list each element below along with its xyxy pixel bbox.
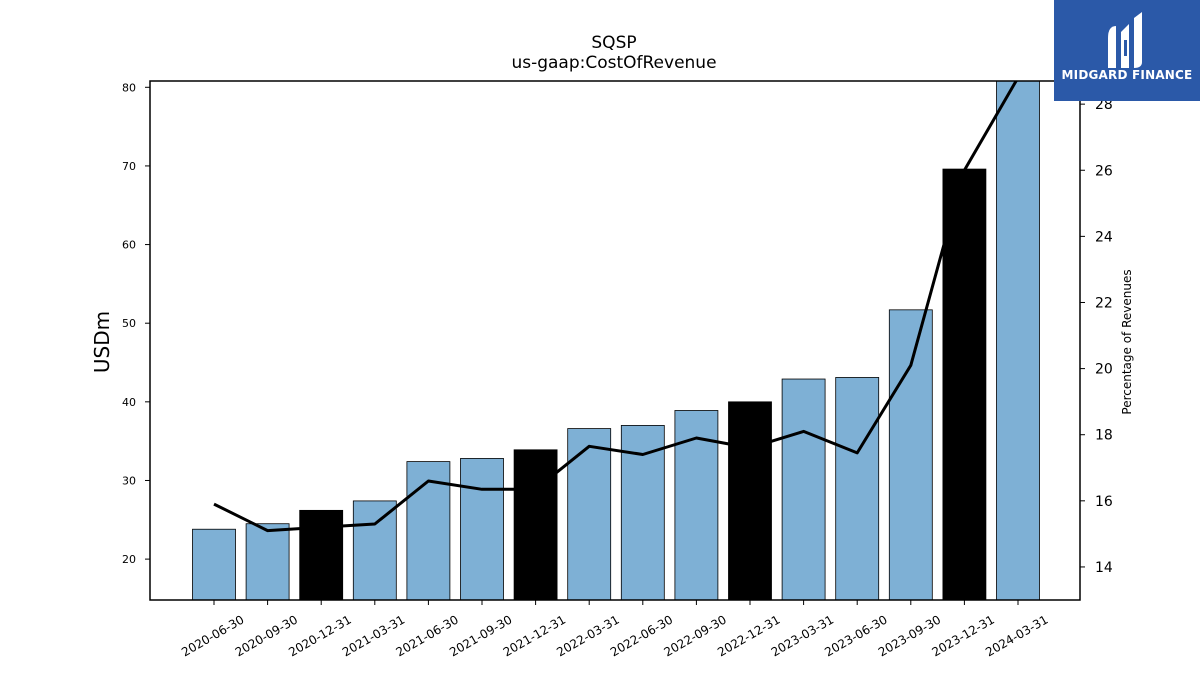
y2-tick-label: 18 <box>1095 428 1113 444</box>
y-tick-label: 50 <box>122 317 136 330</box>
chart-subtitle: us-gaap:CostOfRevenue <box>511 53 716 73</box>
bar-2022-12-31 <box>728 401 772 600</box>
bar-2022-03-31 <box>567 428 612 600</box>
bar-2020-12-31 <box>299 509 344 600</box>
bar-2023-09-30 <box>888 309 933 600</box>
y-tick-label: 60 <box>122 239 136 252</box>
y2-tick-label: 16 <box>1095 494 1113 510</box>
bars-layer <box>192 81 1040 600</box>
y-tick-label: 80 <box>122 81 136 94</box>
bar-2020-09-30 <box>245 523 290 600</box>
y-tick-label: 30 <box>122 474 136 487</box>
y-tick-label: 40 <box>122 396 136 409</box>
y-axis-label: USDm <box>90 311 114 373</box>
bar-2020-06-30 <box>192 528 236 600</box>
y2-tick-label: 28 <box>1095 97 1113 113</box>
plot-frame <box>149 80 1081 601</box>
y2-tick-label: 26 <box>1095 163 1113 179</box>
chart-title: SQSP <box>591 33 636 53</box>
midgard-logo: MIDGARD FINANCE <box>1054 0 1200 101</box>
midgard-logo-icon <box>1108 12 1142 68</box>
bar-2023-03-31 <box>781 378 826 600</box>
y-tick-label: 20 <box>122 553 136 566</box>
bar-2023-12-31 <box>942 168 987 600</box>
bar-2021-09-30 <box>460 458 504 600</box>
y-tick-label: 70 <box>122 160 136 173</box>
percentage-line <box>213 81 1018 533</box>
line-layer <box>213 81 1018 533</box>
bar-2021-03-31 <box>352 500 397 600</box>
bar-2021-12-31 <box>513 449 558 600</box>
y2-tick-label: 20 <box>1095 362 1113 378</box>
bar-2024-03-31 <box>996 81 1040 600</box>
logo-text: MIDGARD FINANCE <box>1061 68 1193 82</box>
y2-tick-label: 24 <box>1095 229 1113 245</box>
bar-2023-06-30 <box>835 377 880 600</box>
y2-tick-label: 14 <box>1095 560 1113 576</box>
y2-tick-label: 22 <box>1095 295 1113 311</box>
y2-axis-label: Percentage of Revenues <box>1120 269 1134 414</box>
